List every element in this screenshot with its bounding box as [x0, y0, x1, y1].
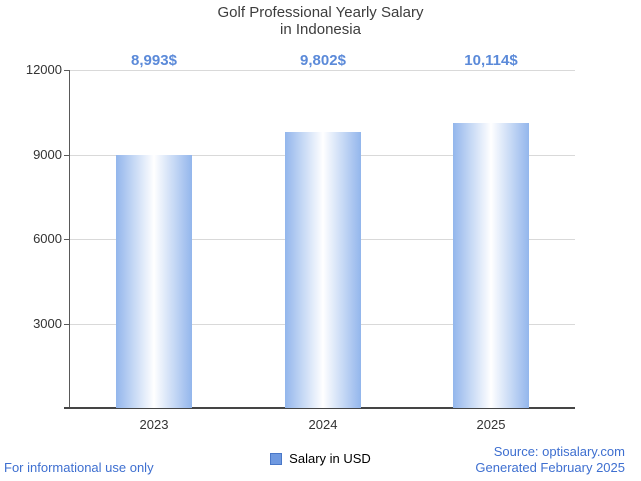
chart-title: Golf Professional Yearly Salary in Indon… [0, 4, 641, 38]
y-tick-label: 3000 [33, 316, 62, 331]
x-tick-label: 2025 [476, 417, 506, 432]
y-tick-mark [64, 70, 69, 71]
x-axis-line [64, 407, 575, 409]
source-block: Source: optisalary.com Generated Februar… [475, 444, 625, 476]
bar-value-label: 8,993$ [131, 52, 177, 69]
generated-text: Generated February 2025 [475, 460, 625, 475]
gridline [70, 70, 575, 71]
legend-label: Salary in USD [289, 451, 371, 466]
disclaimer-text: For informational use only [4, 460, 154, 475]
y-axis-line [69, 70, 70, 408]
legend: Salary in USD [0, 451, 641, 466]
bar-2023 [116, 155, 192, 408]
y-tick-mark [64, 155, 69, 156]
y-tick-mark [64, 239, 69, 240]
y-tick-label: 6000 [33, 231, 62, 246]
plot-area: 8,993$ 2023 9,802$ 2024 10,114$ 2025 [64, 52, 575, 432]
chart-title-line2: in Indonesia [280, 21, 361, 38]
y-axis-labels: 3000 6000 9000 12000 [0, 62, 64, 408]
bar-2025 [453, 123, 529, 408]
chart-title-line1: Golf Professional Yearly Salary [217, 4, 424, 21]
bar-2024 [285, 132, 361, 408]
x-tick-label: 2023 [139, 417, 169, 432]
legend-color-swatch [270, 452, 283, 465]
bar-value-label: 10,114$ [464, 52, 518, 69]
y-tick-label: 9000 [33, 147, 62, 162]
y-tick-label: 12000 [25, 62, 62, 77]
bar-value-label: 9,802$ [300, 52, 346, 69]
x-tick-label: 2024 [308, 417, 338, 432]
source-text: Source: optisalary.com [493, 444, 625, 459]
y-tick-mark [64, 324, 69, 325]
